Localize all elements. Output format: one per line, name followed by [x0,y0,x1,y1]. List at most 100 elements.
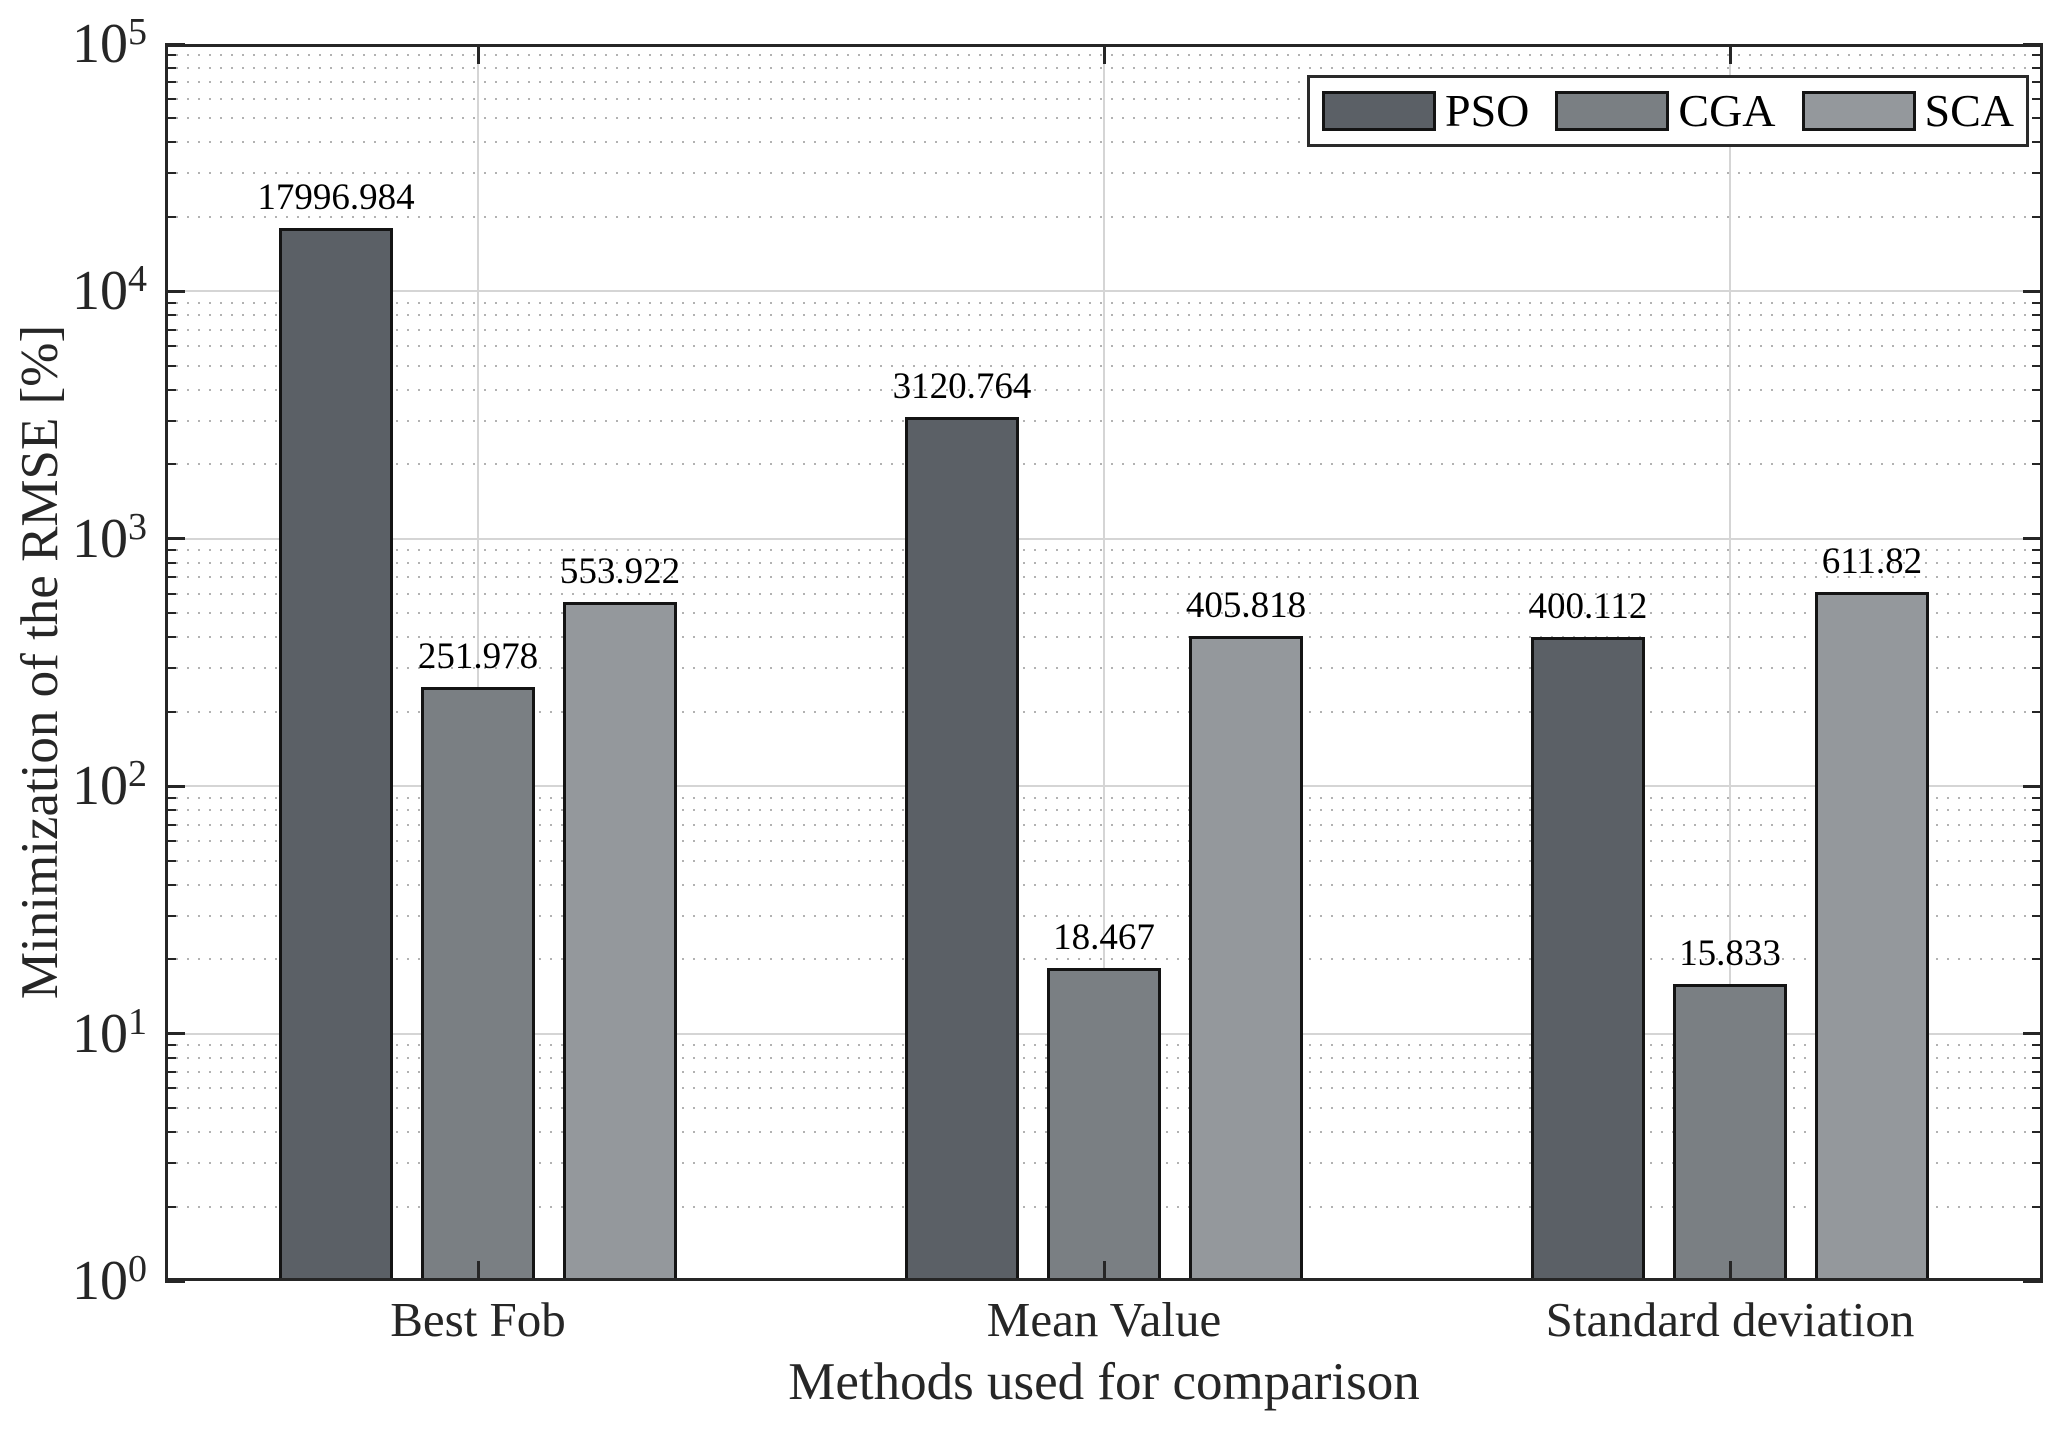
y-minor-tick-left [165,576,176,579]
y-minor-tick-right [2032,883,2043,886]
y-tick-label: 103 [72,505,147,570]
y-minor-tick-right [2032,97,2043,100]
y-minor-tick-left [165,215,176,218]
y-major-tick-left [165,42,185,46]
y-minor-tick-right [2032,364,2043,367]
bar-value-label: 405.818 [1185,584,1307,626]
y-minor-tick-right [2032,636,2043,639]
x-tick-top [1102,44,1106,64]
y-tick-label: 102 [72,753,147,818]
y-minor-tick-left [165,97,176,100]
y-minor-tick-left [165,1205,176,1208]
y-minor-tick-right [2032,561,2043,564]
y-minor-tick-left [165,840,176,843]
bar-value-label: 251.978 [417,635,539,677]
bar-value-label: 17996.984 [257,177,415,219]
y-minor-tick-left [165,314,176,317]
bar-value-label: 18.467 [1053,916,1155,958]
y-minor-tick-left [165,463,176,466]
y-minor-tick-left [165,364,176,367]
y-minor-tick-right [2032,612,2043,615]
y-minor-tick-left [165,809,176,812]
y-minor-tick-left [165,561,176,564]
y-minor-tick-left [165,710,176,713]
bar-cga-3 [1673,984,1787,1281]
y-tick-label: 105 [72,11,147,75]
y-minor-tick-left [165,141,176,144]
y-minor-tick-left [165,328,176,331]
pso-swatch [1322,91,1436,131]
bar-pso-2 [905,416,1019,1281]
y-minor-tick-left [165,636,176,639]
legend-label: CGA [1678,85,1776,136]
y-minor-tick-right [2032,141,2043,144]
y-minor-tick-right [2032,1087,2043,1090]
x-tick-label: Mean Value [986,1292,1222,1347]
y-minor-tick-right [2032,1161,2043,1164]
x-axis-title: Methods used for comparison [788,1353,1420,1411]
y-minor-tick-right [2032,840,2043,843]
y-minor-tick-left [165,388,176,391]
y-minor-tick-right [2032,823,2043,826]
y-minor-tick-left [165,667,176,670]
y-minor-tick-right [2032,117,2043,120]
y-major-tick-left [165,537,185,541]
y-minor-tick-right [2032,1107,2043,1110]
legend-entry-cga: CGA [1555,85,1776,136]
y-minor-tick-right [2032,345,2043,348]
y-minor-tick-right [2032,1056,2043,1059]
y-minor-tick-right [2032,81,2043,84]
y-minor-tick-left [165,1056,176,1059]
y-minor-tick-right [2032,314,2043,317]
y-minor-tick-left [165,66,176,69]
y-minor-tick-left [165,172,176,175]
y-minor-tick-left [165,1131,176,1134]
x-gridline [1729,44,1731,1281]
y-major-tick-left [165,1279,185,1283]
y-major-tick-right [2023,289,2043,293]
y-minor-tick-right [2032,301,2043,304]
y-minor-tick-right [2032,1131,2043,1134]
y-minor-tick-left [165,1043,176,1046]
x-tick-bottom [1728,1261,1732,1281]
y-minor-tick-left [165,612,176,615]
cga-swatch [1555,91,1670,131]
bar-pso-1 [279,228,393,1281]
x-gridline [477,44,479,1281]
y-minor-tick-left [165,823,176,826]
y-minor-tick-right [2032,859,2043,862]
y-tick-label: 104 [72,258,147,323]
y-axis-title: Minimization of the RMSE [%] [11,324,69,1000]
x-tick-label: Standard deviation [1545,1292,1915,1347]
y-minor-tick-right [2032,215,2043,218]
plot-area: PSO CGA SCA 100 101 102 103 104 105 Best Fob Mean… [72,13,2043,1347]
y-minor-tick-left [165,796,176,799]
sca-swatch [1801,91,1916,131]
y-minor-tick-right [2032,1070,2043,1073]
legend: PSO CGA SCA [1307,75,2029,147]
y-minor-tick-right [2032,667,2043,670]
y-major-tick-right [2023,1279,2043,1283]
legend-label: SCA [1924,85,2014,136]
y-minor-tick-right [2032,328,2043,331]
y-minor-tick-right [2032,796,2043,799]
y-minor-tick-left [165,345,176,348]
y-minor-tick-left [165,54,176,57]
y-minor-tick-left [165,81,176,84]
x-gridline [1103,44,1105,1281]
y-minor-tick-left [165,859,176,862]
y-minor-tick-left [165,1107,176,1110]
y-minor-tick-right [2032,1205,2043,1208]
y-minor-tick-left [165,301,176,304]
y-minor-tick-right [2032,592,2043,595]
legend-entry-sca: SCA [1801,85,2014,136]
y-major-tick-left [165,784,185,788]
y-tick-label: 101 [72,1000,147,1065]
y-major-tick-right [2023,537,2043,541]
y-minor-tick-left [165,1070,176,1073]
y-minor-tick-left [165,958,176,961]
y-major-tick-right [2023,1032,2043,1036]
y-minor-tick-left [165,1161,176,1164]
legend-entry-pso: PSO [1322,88,1529,134]
